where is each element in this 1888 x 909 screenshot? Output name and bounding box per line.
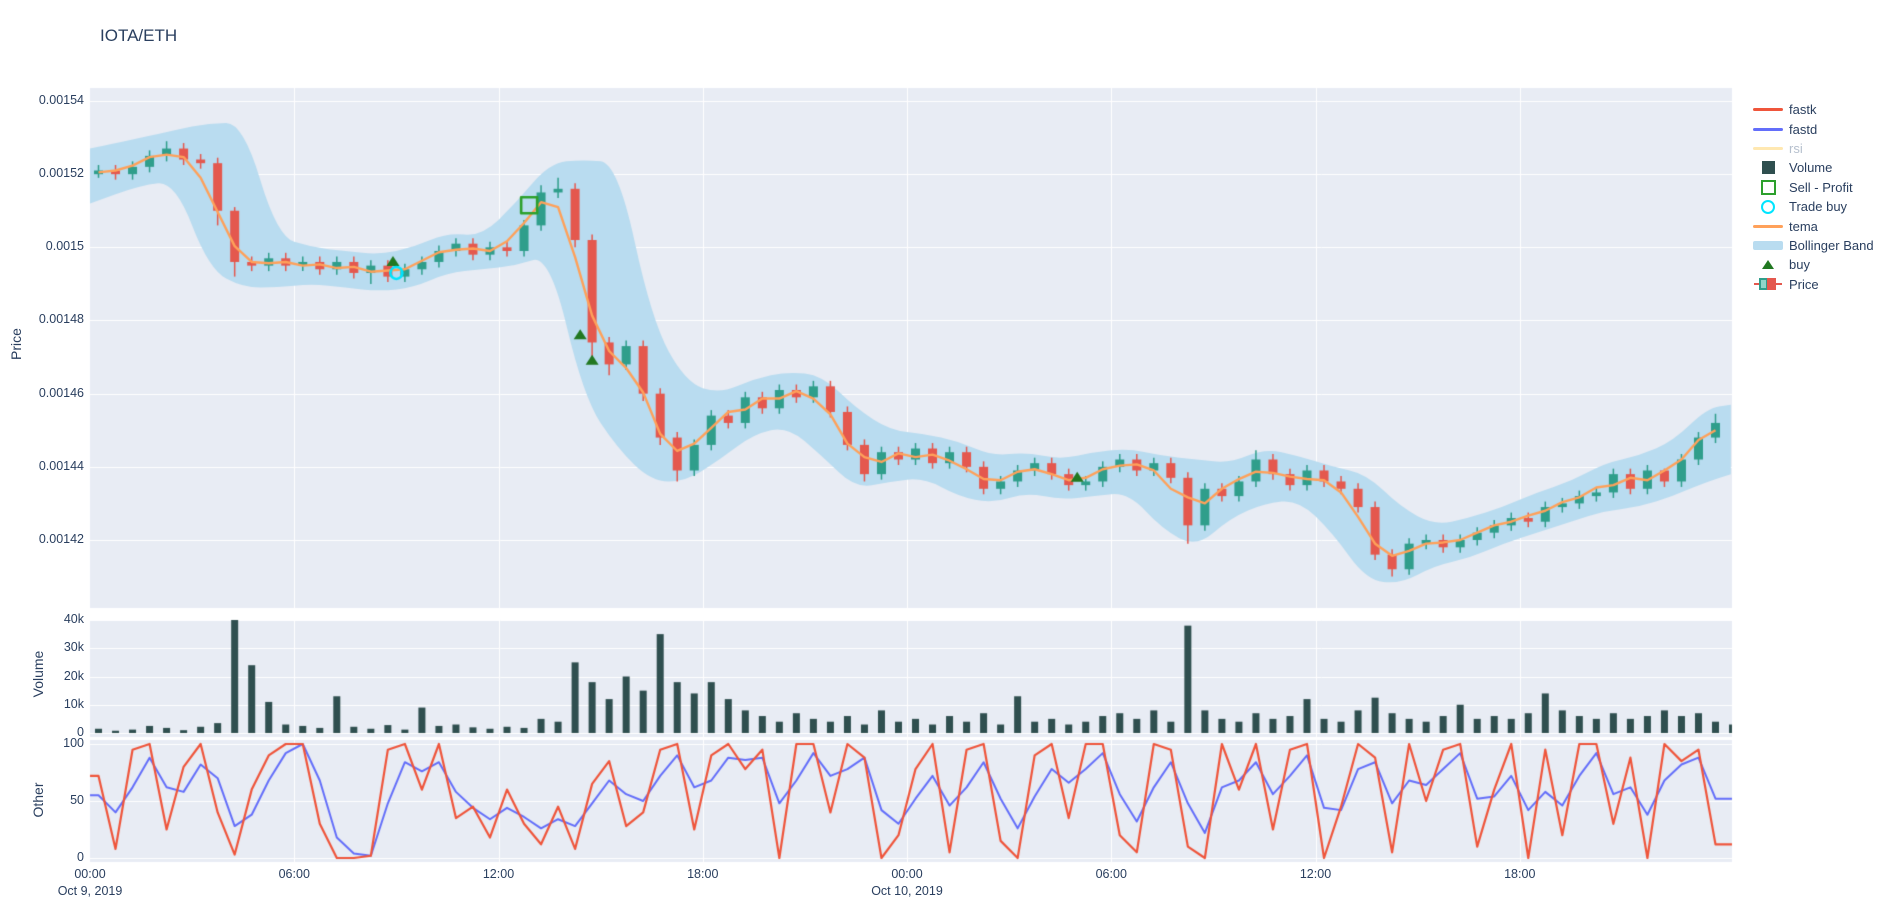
volume-tick-label: 40k	[63, 612, 84, 626]
legend-item-label: Price	[1789, 276, 1819, 292]
time-tick-label: 00:00	[891, 867, 923, 881]
legend-item-rsi[interactable]: rsi	[1752, 139, 1886, 158]
buy-triangle-icon	[1752, 260, 1784, 270]
price-candlestick-icon	[1752, 277, 1784, 291]
legend-item-bollinger[interactable]: Bollinger Band	[1752, 236, 1886, 255]
price-tick-label: 0.00144	[38, 458, 84, 473]
volume-tick-label: 0	[77, 725, 84, 739]
time-tick-label: 18:00	[687, 867, 719, 881]
price-tick-label: 0.0015	[45, 239, 84, 254]
time-tick-label: 06:00	[1095, 867, 1127, 881]
time-tick-label: 00:00	[74, 867, 106, 881]
legend-item-trade-buy[interactable]: Trade buy	[1752, 197, 1886, 216]
tema-line-swatch	[1752, 224, 1784, 228]
other-tick-label: 50	[70, 793, 84, 807]
sell-profit-square-icon	[1752, 179, 1784, 195]
time-tick-label: 12:00	[482, 867, 515, 881]
legend-item-label: fastk	[1789, 102, 1817, 118]
legend-item-label: Volume	[1789, 160, 1833, 176]
fastd-line-swatch	[1752, 127, 1784, 131]
legend: fastk fastd rsi Volume Sell - Profit Trade bu…	[1752, 100, 1886, 294]
price-tick-label: 0.00146	[38, 385, 84, 400]
time-tick-label: 12:00	[1299, 867, 1332, 881]
time-tick-label: 06:00	[278, 867, 310, 881]
legend-item-label: fastd	[1789, 121, 1818, 137]
page-title: IOTA/ETH	[100, 26, 178, 45]
volume-tick-label: 20k	[63, 668, 84, 683]
other-tick-label: 0	[77, 850, 84, 864]
legend-item-label: Trade buy	[1789, 199, 1848, 215]
time-tick-label: 18:00	[1504, 867, 1536, 881]
other-tick-label: 100	[63, 736, 84, 750]
legend-item-price[interactable]: Price	[1752, 275, 1886, 294]
legend-item-fastd[interactable]: fastd	[1752, 119, 1886, 138]
legend-item-label: Sell - Profit	[1789, 179, 1853, 195]
fastk-line-swatch	[1752, 108, 1784, 112]
legend-item-volume[interactable]: Volume	[1752, 158, 1886, 177]
legend-item-label: tema	[1789, 218, 1818, 234]
bollinger-band-swatch	[1752, 240, 1784, 250]
date-label: Oct 9, 2019	[57, 884, 123, 898]
legend-item-sell-profit[interactable]: Sell - Profit	[1752, 178, 1886, 197]
legend-item-label: rsi	[1789, 140, 1803, 156]
legend-item-fastk[interactable]: fastk	[1752, 100, 1886, 119]
volume-tick-label: 10k	[63, 696, 84, 711]
volume-tick-label: 30k	[63, 640, 84, 655]
legend-item-buy[interactable]: buy	[1752, 255, 1886, 274]
legend-item-label: Bollinger Band	[1789, 237, 1874, 253]
trade-buy-circle-icon	[1752, 199, 1784, 214]
rsi-line-swatch	[1752, 146, 1784, 150]
price-tick-label: 0.00152	[38, 166, 84, 181]
volume-square-swatch	[1752, 161, 1784, 175]
price-tick-label: 0.00142	[38, 531, 84, 546]
date-label: Oct 10, 2019	[871, 884, 943, 898]
price-tick-label: 0.00148	[38, 312, 84, 327]
price-tick-label: 0.00154	[38, 93, 84, 107]
legend-item-label: buy	[1789, 257, 1810, 273]
legend-item-tema[interactable]: tema	[1752, 216, 1886, 235]
